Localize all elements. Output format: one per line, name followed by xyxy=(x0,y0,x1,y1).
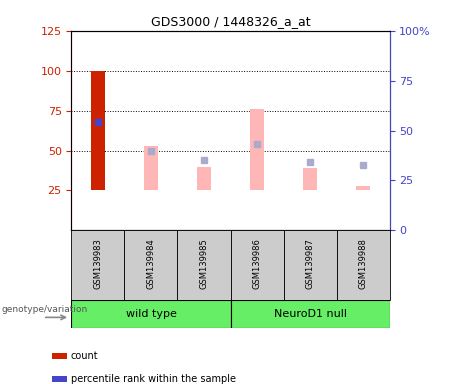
Bar xyxy=(143,146,159,190)
Bar xyxy=(302,168,318,190)
Bar xyxy=(355,186,371,190)
Bar xyxy=(71,230,124,300)
Bar xyxy=(230,300,390,328)
Bar xyxy=(71,300,230,328)
Text: percentile rank within the sample: percentile rank within the sample xyxy=(71,374,236,384)
Bar xyxy=(196,167,212,190)
Bar xyxy=(284,230,337,300)
Bar xyxy=(52,353,67,359)
Text: GSM139988: GSM139988 xyxy=(359,238,367,289)
Text: GSM139987: GSM139987 xyxy=(306,238,314,289)
Bar xyxy=(90,71,106,190)
Bar xyxy=(230,230,284,300)
Text: GSM139984: GSM139984 xyxy=(147,238,155,289)
Text: GSM139983: GSM139983 xyxy=(94,238,102,289)
Text: NeuroD1 null: NeuroD1 null xyxy=(273,309,347,319)
Text: genotype/variation: genotype/variation xyxy=(1,305,88,314)
Bar xyxy=(177,230,230,300)
Text: GSM139985: GSM139985 xyxy=(200,238,208,289)
Title: GDS3000 / 1448326_a_at: GDS3000 / 1448326_a_at xyxy=(151,15,310,28)
Text: GSM139986: GSM139986 xyxy=(253,238,261,289)
Bar xyxy=(337,230,390,300)
Bar xyxy=(52,376,67,382)
Text: count: count xyxy=(71,351,98,361)
Bar xyxy=(249,109,265,190)
Text: wild type: wild type xyxy=(125,309,177,319)
Bar xyxy=(124,230,177,300)
